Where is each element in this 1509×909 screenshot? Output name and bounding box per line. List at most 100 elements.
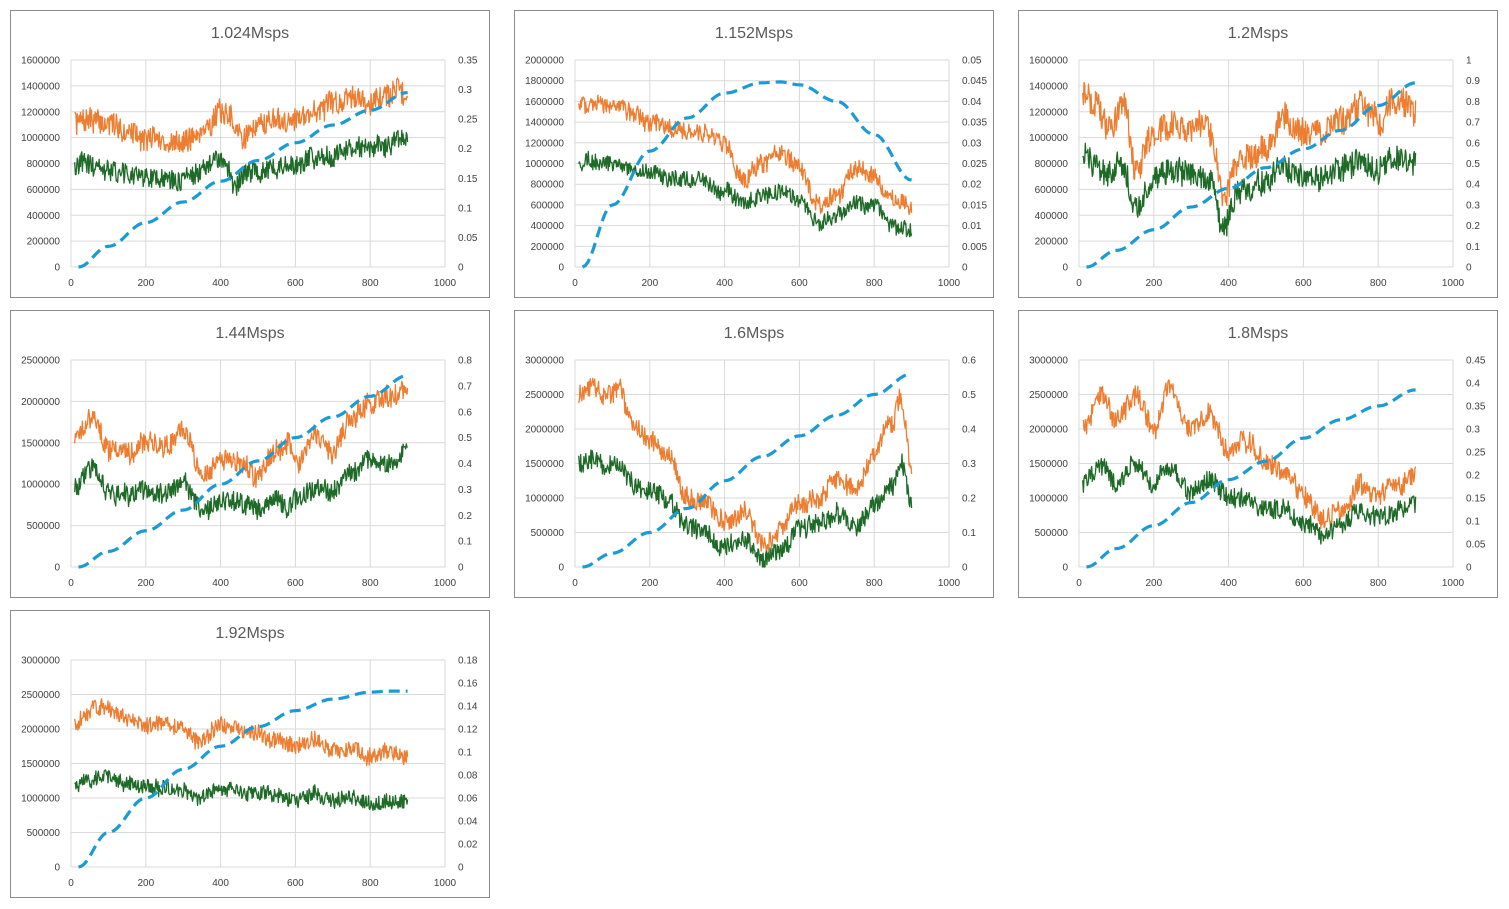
x-tick-label: 800 [362, 278, 379, 289]
x-tick-label: 0 [68, 278, 74, 289]
chart-12msps: 1.2Msps 0 200000 400000 600000 800000 1000000 1… [1029, 25, 1480, 289]
chart-title: 1.8Msps [1228, 325, 1288, 342]
series-line-green [578, 449, 913, 568]
y-right-tick-label: 0.35 [458, 56, 478, 67]
y-right-tick-label: 0.14 [458, 702, 478, 713]
x-tick-label: 0 [68, 878, 74, 889]
x-tick-label: 1000 [434, 878, 457, 889]
y-right-tick-label: 0 [962, 263, 968, 274]
y-right-tick-label: 0 [458, 263, 464, 274]
y-left-tick-label: 400000 [27, 211, 61, 222]
x-tick-label: 600 [287, 878, 304, 889]
y-left-tick-label: 2500000 [525, 390, 564, 401]
panel-1152msps: 1.152Msps 0 200000 400000 600000 800000 100000… [514, 10, 994, 298]
x-tick-label: 400 [212, 878, 229, 889]
y-right-tick-label: 0.5 [962, 390, 976, 401]
y-right-tick-label: 0.05 [458, 233, 478, 244]
y-left-tick-label: 0 [54, 863, 60, 874]
y-right-tick-label: 0.03 [962, 138, 982, 149]
y-right-tick-label: 0.08 [458, 771, 478, 782]
y-left-tick-label: 1500000 [525, 459, 564, 470]
y-right-tick-label: 0.04 [962, 97, 982, 108]
y-right-tick-label: 0.16 [458, 679, 478, 690]
x-tick-label: 400 [1220, 578, 1237, 589]
y-left-tick-label: 600000 [531, 200, 565, 211]
y-left-tick-label: 1500000 [1029, 459, 1068, 470]
y-right-tick-label: 0.12 [458, 725, 478, 736]
y-right-tick-label: 0.02 [962, 180, 982, 191]
series-line-blue-dashed [78, 90, 408, 269]
y-left-tick-label: 2500000 [21, 356, 60, 367]
y-right-tick-label: 0.04 [458, 817, 478, 828]
y-right-tick-label: 0.6 [962, 356, 976, 367]
y-right-tick-label: 0.4 [458, 459, 472, 470]
y-right-tick-label: 0.15 [458, 174, 478, 185]
y-right-tick-label: 0.35 [1466, 402, 1486, 413]
x-tick-label: 600 [1295, 578, 1312, 589]
y-right-tick-label: 0.3 [458, 485, 472, 496]
y-left-tick-label: 500000 [531, 528, 565, 539]
y-left-tick-label: 1000000 [21, 480, 60, 491]
panel-12msps: 1.2Msps 0 200000 400000 600000 800000 1000000 1… [1018, 10, 1498, 298]
y-right-tick-label: 0.5 [458, 433, 472, 444]
y-right-tick-label: 0.02 [458, 840, 478, 851]
series-line-blue-dashed [1086, 388, 1416, 569]
panel-18msps: 1.8Msps 0 500000 1000000 1500000 2000000 25000… [1018, 310, 1498, 598]
panel-192msps: 1.92Msps 0 500000 1000000 1500000 2000000 2500… [10, 610, 490, 898]
x-tick-label: 800 [866, 278, 883, 289]
panel-16msps: 1.6Msps 0 500000 1000000 1500000 2000000 25000… [514, 310, 994, 598]
y-left-tick-label: 1400000 [21, 81, 60, 92]
x-tick-label: 600 [287, 278, 304, 289]
y-left-tick-label: 200000 [531, 242, 565, 253]
y-left-tick-label: 200000 [1035, 237, 1069, 248]
x-tick-label: 200 [137, 578, 154, 589]
y-left-tick-label: 1200000 [21, 107, 60, 118]
x-tick-label: 0 [572, 578, 578, 589]
y-left-tick-label: 1000000 [1029, 133, 1068, 144]
chart-1152msps: 1.152Msps0200000400000600000800000100000… [525, 25, 987, 289]
y-left-tick-label: 1200000 [1029, 107, 1068, 118]
y-left-tick-label: 0 [558, 263, 564, 274]
y-right-tick-label: 0.6 [458, 407, 472, 418]
chart-title: 1.92Msps [215, 625, 284, 642]
y-left-tick-label: 1000000 [21, 794, 60, 805]
y-right-tick-label: 0.3 [962, 459, 976, 470]
series-line-green [74, 443, 409, 521]
y-right-tick-label: 0.7 [458, 381, 472, 392]
y-right-tick-label: 0.15 [1466, 494, 1486, 505]
y-right-tick-label: 0.1 [1466, 517, 1480, 528]
y-right-tick-label: 0.18 [458, 656, 478, 667]
y-right-tick-label: 0.7 [1466, 118, 1480, 129]
y-right-tick-label: 0.045 [962, 76, 987, 87]
x-tick-label: 1000 [434, 578, 457, 589]
x-tick-label: 800 [362, 878, 379, 889]
chart-18msps: 1.8Msps 0 500000 1000000 1500000 2000000 25000… [1029, 325, 1486, 589]
y-right-tick-label: 0.035 [962, 118, 987, 129]
y-left-tick-label: 500000 [1035, 528, 1069, 539]
y-right-tick-label: 0 [1466, 263, 1472, 274]
chart-144msps: 1.44Msps 0 500000 1000000 1500000 2000000 2500… [21, 325, 472, 589]
y-left-tick-label: 1000000 [525, 494, 564, 505]
y-right-tick-label: 0.2 [458, 511, 472, 522]
y-right-tick-label: 0.3 [458, 85, 472, 96]
y-right-tick-label: 0.6 [1466, 138, 1480, 149]
x-tick-label: 400 [1220, 278, 1237, 289]
y-right-tick-label: 0.1 [458, 203, 472, 214]
y-left-tick-label: 800000 [27, 159, 61, 170]
y-left-tick-label: 0 [558, 563, 564, 574]
y-right-tick-label: 0.025 [962, 159, 987, 170]
x-tick-label: 1000 [1442, 278, 1465, 289]
y-right-tick-label: 0.1 [458, 537, 472, 548]
panel-144msps: 1.44Msps 0 500000 1000000 1500000 2000000 2500… [10, 310, 490, 598]
series-line-orange [74, 380, 409, 488]
y-right-tick-label: 0.05 [1466, 540, 1486, 551]
y-left-tick-label: 2000000 [525, 425, 564, 436]
y-left-tick-label: 1600000 [525, 97, 564, 108]
series-line-blue-dashed [78, 373, 408, 569]
chart-1024msps: 1.024Msps0200000400000600000800000100000… [21, 25, 478, 289]
y-left-tick-label: 1500000 [21, 438, 60, 449]
series-line-blue-dashed [581, 80, 912, 269]
y-left-tick-label: 0 [54, 563, 60, 574]
chart-title: 1.6Msps [724, 325, 784, 342]
y-right-tick-label: 0.3 [1466, 425, 1480, 436]
